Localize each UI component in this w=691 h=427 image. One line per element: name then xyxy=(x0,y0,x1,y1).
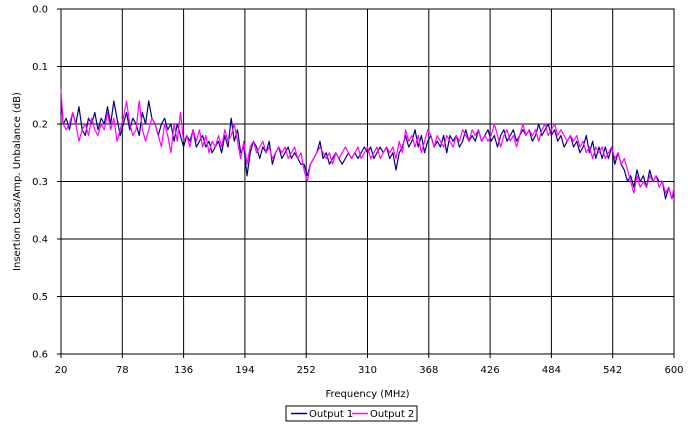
x-tick-label: 426 xyxy=(481,365,500,376)
legend-box xyxy=(285,405,418,422)
x-tick-label: 136 xyxy=(174,365,193,376)
legend: Output 1 Output 2 xyxy=(285,405,418,422)
y-tick-label: 0.3 xyxy=(32,177,48,188)
y-tick-label: 0.1 xyxy=(32,62,48,73)
x-tick-label: 484 xyxy=(542,365,561,376)
x-axis-ticks: 20 78 136 194 252 310 368 426 484 542 600 xyxy=(55,354,684,376)
y-tick-label: 0.5 xyxy=(32,292,48,303)
x-tick-label: 310 xyxy=(358,365,377,376)
y-tick-label: 0.0 xyxy=(32,5,48,16)
series-line-output-1 xyxy=(60,95,675,200)
x-tick-label: 542 xyxy=(603,365,622,376)
y-tick-label: 0.4 xyxy=(32,235,48,246)
series-line-output-2 xyxy=(60,89,675,200)
legend-label: Output 2 xyxy=(370,409,414,420)
y-axis-title: Insertion Loss/Amp. Unbalance (dB) xyxy=(12,92,23,271)
y-axis-ticks: 0.0 0.1 0.2 0.3 0.4 0.5 0.6 xyxy=(32,5,61,361)
x-tick-label: 368 xyxy=(419,365,438,376)
series-layer xyxy=(60,89,675,200)
x-tick-label: 194 xyxy=(235,365,254,376)
y-tick-label: 0.2 xyxy=(32,120,48,131)
legend-label: Output 1 xyxy=(309,409,353,420)
y-tick-label: 0.6 xyxy=(32,350,48,361)
x-tick-label: 600 xyxy=(664,365,683,376)
x-tick-label: 20 xyxy=(55,365,68,376)
x-tick-label: 252 xyxy=(297,365,316,376)
x-tick-label: 78 xyxy=(116,365,129,376)
x-axis-title: Frequency (MHz) xyxy=(325,389,409,400)
